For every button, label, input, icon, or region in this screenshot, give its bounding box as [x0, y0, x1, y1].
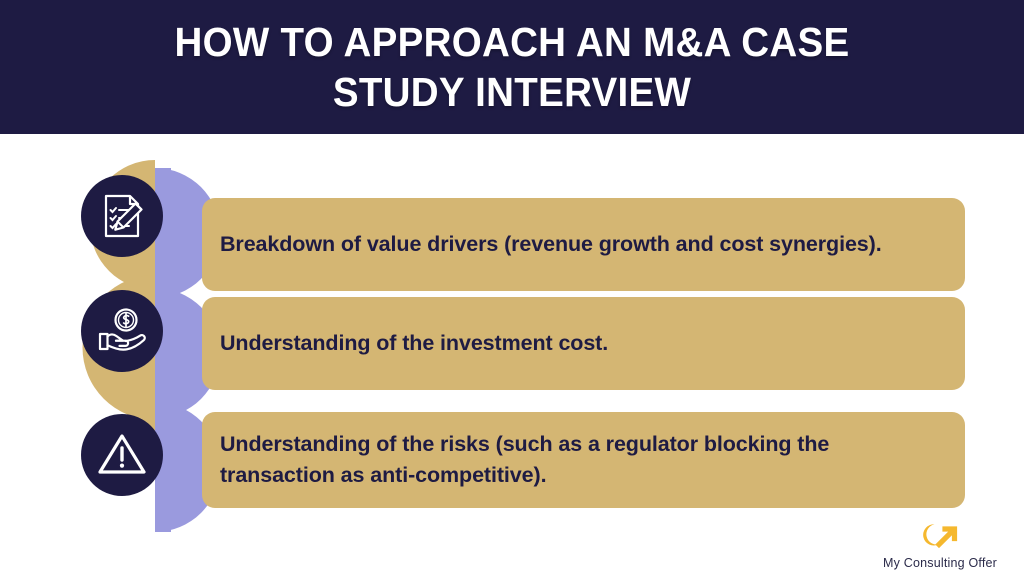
value-drivers-card: Breakdown of value drivers (revenue grow… [202, 198, 965, 291]
list-item: Understanding of the investment cost. [0, 283, 1024, 390]
content-rows: Breakdown of value drivers (revenue grow… [0, 150, 1024, 550]
list-item: Understanding of the risks (such as a re… [0, 402, 1024, 508]
brand-logo-text: My Consulting Offer [882, 556, 998, 570]
list-item-label: Understanding of the investment cost. [220, 331, 609, 356]
investment-cost-card: Understanding of the investment cost. [202, 297, 965, 390]
list-item-label: Understanding of the risks (such as a re… [220, 432, 830, 487]
warning-triangle-icon [81, 414, 163, 496]
page-title: HOW TO APPROACH AN M&A CASE STUDY INTERV… [174, 18, 850, 115]
document-checklist-pencil-icon [81, 175, 163, 257]
arrow-swoosh-logo-mark [919, 520, 961, 555]
list-item: Breakdown of value drivers (revenue grow… [0, 168, 1024, 291]
hand-holding-dollar-coin-icon [81, 290, 163, 372]
brand-logo: My Consulting Offer [870, 520, 1010, 570]
risks-card: Understanding of the risks (such as a re… [202, 412, 965, 508]
list-item-label: Breakdown of value drivers (revenue grow… [220, 232, 882, 257]
header-banner: HOW TO APPROACH AN M&A CASE STUDY INTERV… [0, 0, 1024, 134]
